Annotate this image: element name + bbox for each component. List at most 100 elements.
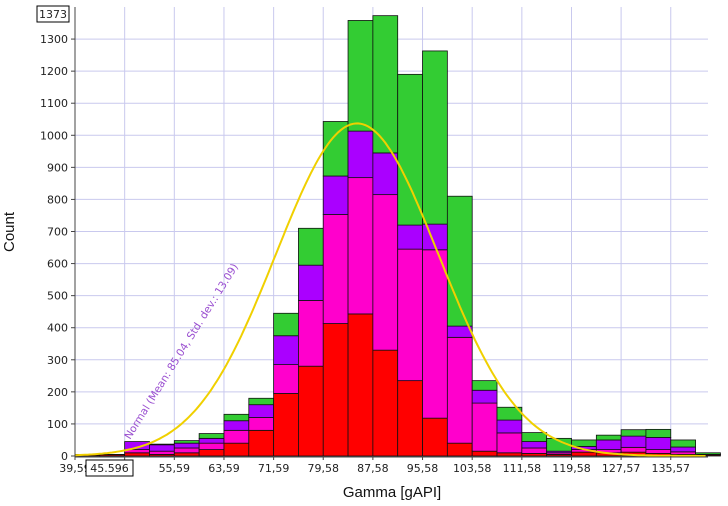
histogram-bar-segment xyxy=(471,402,498,452)
histogram-bar-segment xyxy=(273,364,299,394)
cursor-value-text: 45.596 xyxy=(90,462,129,475)
histogram-bar-segment xyxy=(496,419,523,434)
histogram-bar-segment xyxy=(298,365,324,457)
histogram-bar-segment xyxy=(670,446,696,453)
histogram-bar-segment xyxy=(173,447,200,454)
y-tick-label: 700 xyxy=(47,226,68,239)
histogram-bar-segment xyxy=(372,349,399,457)
histogram-bar-segment xyxy=(571,439,597,447)
histogram-bar-segment xyxy=(322,121,349,177)
histogram-bar-segment xyxy=(223,429,250,444)
histogram-bar-segment xyxy=(248,429,275,457)
histogram-bar-segment xyxy=(620,435,647,448)
histogram-bar-segment xyxy=(521,432,548,442)
histogram-bar-segment xyxy=(397,248,423,382)
max-value-text: 1373 xyxy=(39,8,67,21)
histogram-bar-segment xyxy=(496,452,523,457)
histogram-bars xyxy=(74,15,721,457)
x-axis-title: Gamma [gAPI] xyxy=(343,484,441,501)
histogram-bar-segment xyxy=(273,335,299,365)
histogram-bar-segment xyxy=(149,444,175,452)
x-tick-label: 39,59 xyxy=(59,462,91,475)
histogram-bar-segment xyxy=(471,380,498,391)
histogram-bar-segment xyxy=(149,443,175,446)
histogram-bar-segment xyxy=(446,336,473,444)
histogram-bar-segment xyxy=(347,20,374,132)
histogram-bar-segment xyxy=(248,397,275,406)
histogram-bar-segment xyxy=(298,264,324,301)
histogram-bar-segment xyxy=(595,434,622,441)
y-tick-label: 1200 xyxy=(40,65,68,78)
histogram-bar-segment xyxy=(173,440,200,444)
histogram-bar-segment xyxy=(620,446,647,453)
cursor-value-readout: 45.596 xyxy=(85,459,134,477)
normal-curve xyxy=(74,122,706,457)
histogram-bar-segment xyxy=(223,442,250,457)
histogram-bar-segment xyxy=(198,437,225,444)
histogram-bar-segment xyxy=(273,393,299,457)
histogram-bar-segment xyxy=(645,436,672,450)
y-tick-label: 100 xyxy=(47,418,68,431)
histogram-bar-segment xyxy=(173,442,200,449)
histogram-bar-segment xyxy=(322,175,349,215)
y-tick-label: 800 xyxy=(47,193,68,206)
y-tick-label: 0 xyxy=(61,450,68,463)
histogram-bar-segment xyxy=(198,449,225,457)
histogram-bar-segment xyxy=(595,439,622,450)
x-axis-ticks: 39,5947,5955,5963,5971,5979,5887,5895,58… xyxy=(59,456,690,475)
x-tick-label: 111,58 xyxy=(503,462,542,475)
histogram-bar-segment xyxy=(322,214,349,324)
x-tick-label: 95,58 xyxy=(407,462,439,475)
histogram-bar-segment xyxy=(397,380,423,457)
histogram-bar-segment xyxy=(347,177,374,315)
histogram-bar-segment xyxy=(149,450,175,455)
x-tick-label: 63,59 xyxy=(208,462,240,475)
histogram-bar-segment xyxy=(471,450,498,457)
x-tick-label: 119,58 xyxy=(552,462,591,475)
histogram-bar-segment xyxy=(347,313,374,457)
histogram-bar-segment xyxy=(645,449,672,454)
histogram-bar-segment xyxy=(298,227,324,266)
histogram-bar-segment xyxy=(397,224,423,250)
histogram-bar-segment xyxy=(446,442,473,457)
histogram-bar-segment xyxy=(521,441,548,449)
y-tick-label: 600 xyxy=(47,258,68,271)
histogram-bar-segment xyxy=(322,323,349,457)
histogram-bar-segment xyxy=(298,300,324,367)
x-tick-label: 103,58 xyxy=(453,462,492,475)
histogram-bar-segment xyxy=(223,413,250,422)
histogram-bar-segment xyxy=(422,417,448,457)
y-tick-label: 1000 xyxy=(40,129,68,142)
histogram-bar-segment xyxy=(198,442,225,450)
histogram-bar-segment xyxy=(521,447,548,454)
histogram-bar-segment xyxy=(223,420,250,431)
histogram-bar-segment xyxy=(124,452,150,457)
y-axis-ticks: 0 100 200 300 400 500 600 700 800 900 1000 1100 1200… xyxy=(40,33,75,463)
histogram-bar-segment xyxy=(471,389,498,404)
histogram-bar-segment xyxy=(248,417,275,431)
histogram-bar-segment xyxy=(347,130,374,179)
y-tick-label: 1300 xyxy=(40,33,68,46)
x-tick-label: 87,58 xyxy=(357,462,389,475)
y-tick-label: 900 xyxy=(47,161,68,174)
y-tick-label: 500 xyxy=(47,290,68,303)
y-tick-label: 1100 xyxy=(40,97,68,110)
max-value-readout: 1373 xyxy=(36,5,70,23)
y-tick-label: 300 xyxy=(47,354,68,367)
histogram-bar-segment xyxy=(372,152,399,196)
histogram-bar-segment xyxy=(670,439,696,448)
x-tick-label: 135,57 xyxy=(652,462,691,475)
histogram-bar-segment xyxy=(198,433,225,439)
histogram-bar-segment xyxy=(571,451,597,457)
histogram-bar-segment xyxy=(620,429,647,437)
histogram-bar-segment xyxy=(496,432,523,454)
x-tick-label: 127,57 xyxy=(602,462,641,475)
histogram-bar-segment xyxy=(695,452,721,455)
y-tick-label: 400 xyxy=(47,322,68,335)
x-tick-label: 55,59 xyxy=(159,462,191,475)
histogram-bar-segment xyxy=(422,50,448,225)
x-tick-label: 71,59 xyxy=(258,462,290,475)
y-axis-title: Count xyxy=(1,211,18,252)
histogram-bar-segment xyxy=(372,194,399,351)
